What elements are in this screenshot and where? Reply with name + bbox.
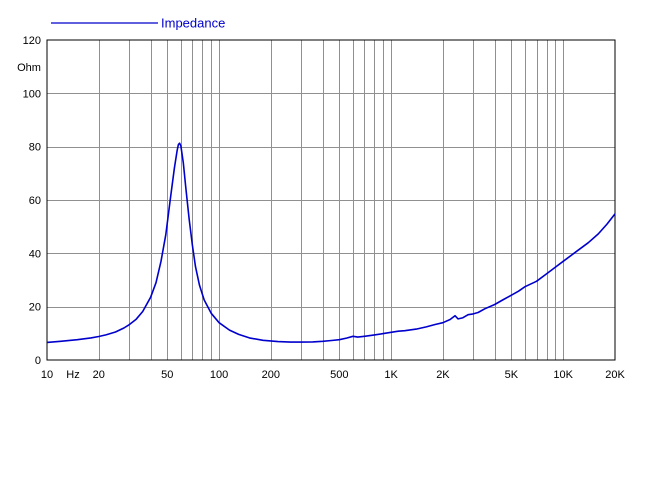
y-tick-label: 80 [29, 142, 41, 154]
x-axis-label: Hz [66, 369, 79, 381]
x-tick-label: 2K [436, 369, 450, 381]
y-tick-label: 100 [23, 88, 41, 100]
y-tick-label: 120 [23, 35, 41, 47]
y-tick-label: 60 [29, 195, 41, 207]
y-axis-ticks: 0 20 40 60 80 100 120 [23, 35, 41, 367]
x-tick-label: 50 [161, 369, 173, 381]
y-tick-label: 40 [29, 248, 41, 260]
grid-lines [47, 40, 615, 360]
plot-frame [46, 39, 616, 361]
x-axis-ticks: 10 20 50 100 200 500 1K 2K 5K 10K 20K [41, 369, 626, 381]
legend-label-impedance: Impedance [161, 16, 225, 31]
x-tick-label: 10 [41, 369, 53, 381]
x-tick-label: 200 [262, 369, 280, 381]
x-tick-label: 10K [553, 369, 573, 381]
y-tick-label: 20 [29, 302, 41, 314]
series-line-impedance [46, 142, 616, 344]
x-tick-label: 5K [505, 369, 519, 381]
x-tick-label: 1K [384, 369, 398, 381]
x-tick-label: 100 [210, 369, 228, 381]
x-tick-label: 20 [93, 369, 105, 381]
y-axis-label: Ohm [17, 62, 41, 74]
x-tick-label: 500 [330, 369, 348, 381]
y-tick-label: 0 [35, 355, 41, 367]
x-tick-label: 20K [605, 369, 625, 381]
legend: Impedance [51, 16, 225, 31]
